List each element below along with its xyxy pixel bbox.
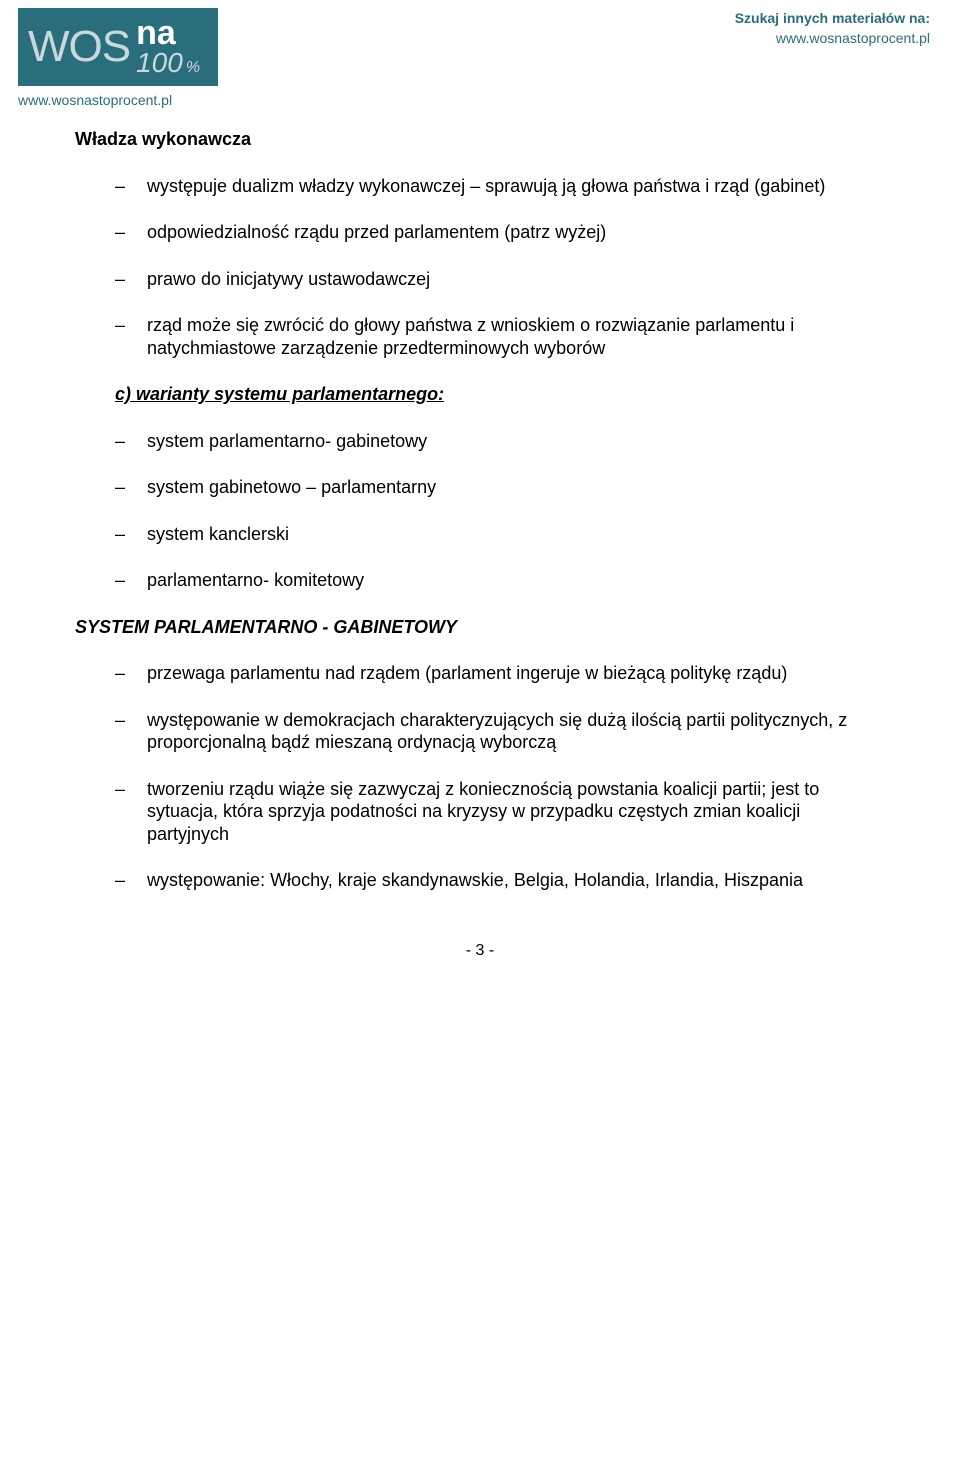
wladza-list: występuje dualizm władzy wykonawczej – s… [75, 175, 885, 360]
list-item: tworzeniu rządu wiąże się zazwyczaj z ko… [115, 778, 885, 846]
header-right-line2: www.wosnastoprocent.pl [735, 30, 930, 46]
header-right: Szukaj innych materiałów na: www.wosnast… [735, 8, 930, 46]
list-item: występuje dualizm władzy wykonawczej – s… [115, 175, 885, 198]
logo-100-text: 100 [136, 50, 183, 77]
page-header: WOS na 100 % www.wosnastoprocent.pl Szuk… [0, 0, 960, 108]
logo-100-row: 100 % [136, 50, 200, 77]
list-item: system gabinetowo – parlamentarny [115, 476, 885, 499]
list-item: występowanie: Włochy, kraje skandynawski… [115, 869, 885, 892]
heading-system-pg: SYSTEM PARLAMENTARNO - GABINETOWY [75, 616, 885, 639]
list-item: system parlamentarno- gabinetowy [115, 430, 885, 453]
logo-wos-text: WOS [28, 22, 130, 72]
list-item: przewaga parlamentu nad rządem (parlamen… [115, 662, 885, 685]
document-content: Władza wykonawcza występuje dualizm wład… [0, 108, 960, 892]
logo-block: WOS na 100 % www.wosnastoprocent.pl [18, 8, 218, 108]
variants-list: system parlamentarno- gabinetowy system … [75, 430, 885, 592]
list-item: system kanclerski [115, 523, 885, 546]
subheading-warianty: c) warianty systemu parlamentarnego: [115, 383, 885, 406]
section-title-wladza: Władza wykonawcza [75, 128, 885, 151]
logo-box: WOS na 100 % [18, 8, 218, 86]
logo-percent-text: % [186, 59, 200, 77]
logo-url: www.wosnastoprocent.pl [18, 92, 172, 108]
logo-na-text: na [136, 17, 176, 49]
page-number: - 3 - [0, 942, 960, 980]
list-item: parlamentarno- komitetowy [115, 569, 885, 592]
header-right-line1: Szukaj innych materiałów na: [735, 10, 930, 26]
list-item: rząd może się zwrócić do głowy państwa z… [115, 314, 885, 359]
list-item: prawo do inicjatywy ustawodawczej [115, 268, 885, 291]
list-item: odpowiedzialność rządu przed parlamentem… [115, 221, 885, 244]
list-item: występowanie w demokracjach charakteryzu… [115, 709, 885, 754]
logo-na100: na 100 % [136, 17, 200, 76]
pg-list: przewaga parlamentu nad rządem (parlamen… [75, 662, 885, 892]
